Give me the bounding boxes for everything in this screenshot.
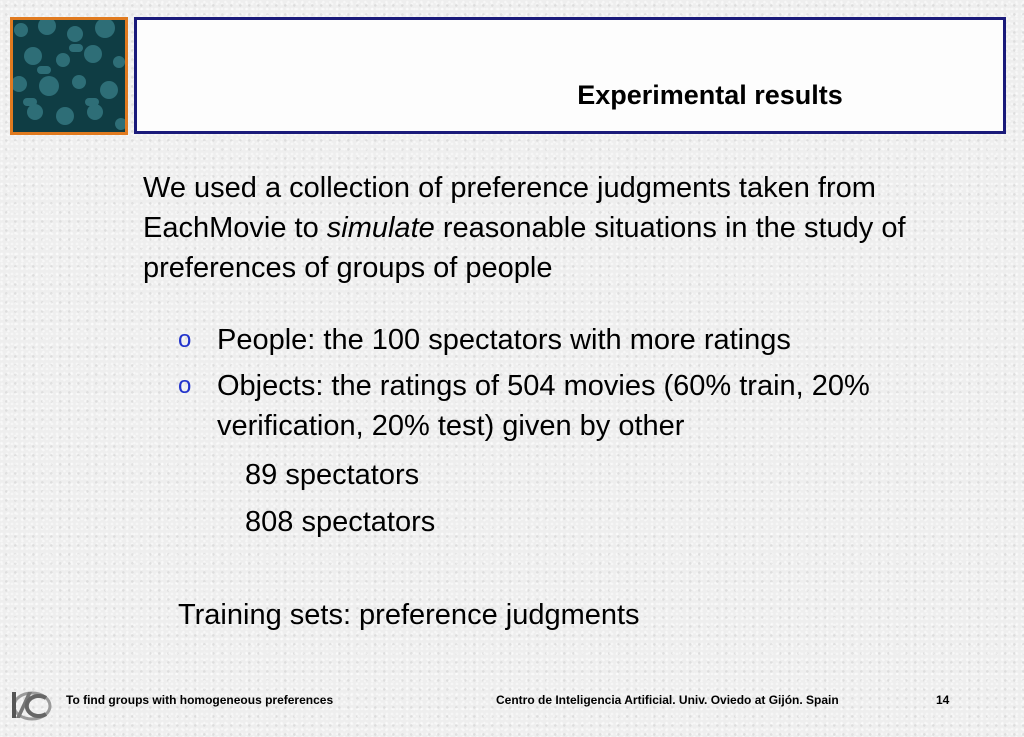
institution-logo-icon bbox=[12, 691, 52, 721]
sub-item: 808 spectators bbox=[245, 506, 436, 538]
intro-paragraph: We used a collection of preference judgm… bbox=[143, 168, 993, 288]
bullet-text: Objects: the ratings of 504 movies (60% … bbox=[217, 370, 870, 442]
bullet-text: People: the 100 spectators with more rat… bbox=[217, 324, 791, 356]
intro-emphasis: simulate bbox=[326, 212, 435, 244]
title-box: Experimental results bbox=[134, 17, 1006, 134]
bullet-marker: o bbox=[178, 372, 192, 399]
bullet-marker: o bbox=[178, 326, 192, 353]
training-sets-text: Training sets: preference judgments bbox=[178, 599, 640, 631]
bullet-list: o People: the 100 spectators with more r… bbox=[176, 320, 936, 452]
list-item: o People: the 100 spectators with more r… bbox=[176, 320, 936, 360]
page-number: 14 bbox=[936, 693, 950, 707]
footer-institution-text: Centro de Inteligencia Artificial. Univ.… bbox=[496, 693, 839, 707]
blob-pattern-icon bbox=[13, 20, 125, 132]
list-item: o Objects: the ratings of 504 movies (60… bbox=[176, 366, 936, 446]
intro-text-end: reasonable situations in the study of pr… bbox=[143, 212, 906, 284]
footer-left-text: To find groups with homogeneous preferen… bbox=[66, 693, 334, 707]
intro-text-start: We used a collection of preference judgm… bbox=[143, 172, 876, 244]
page-title: Experimental results bbox=[577, 80, 843, 110]
decorative-logo-tile bbox=[10, 17, 128, 135]
sub-item: 89 spectators bbox=[245, 459, 420, 491]
